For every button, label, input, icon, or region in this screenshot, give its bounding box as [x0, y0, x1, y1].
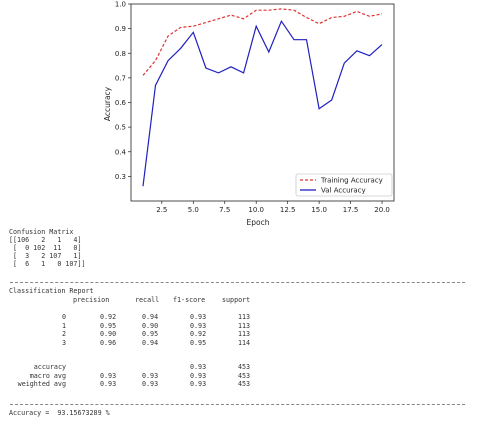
confusion-row: [ 0 102 11 0] — [9, 244, 82, 252]
confusion-row: [ 6 1 0 107]] — [9, 260, 86, 268]
report-summary-row: macro avg 0.93 0.93 0.93 453 — [0, 371, 477, 381]
legend-box — [295, 173, 393, 197]
cell-f1: 0.93 — [190, 380, 207, 389]
y-axis-label: Accuracy — [103, 86, 112, 121]
separator-bottom — [10, 404, 465, 405]
cell-recall: 0.95 — [142, 330, 159, 339]
confusion-row: [[106 2 1 4] — [9, 236, 82, 244]
cell-f1: 0.93 — [190, 371, 207, 380]
training-accuracy-line — [142, 8, 383, 76]
y-tick-label: 0.7 — [115, 74, 126, 82]
accuracy-chart: 2.5 5.0 7.5 10.0 12.5 15.0 17.5 20.0 0.3 0.4 0.5 0.… — [103, 1, 395, 227]
x-tick-label: 10.0 — [248, 206, 264, 214]
x-tick-label: 17.5 — [343, 206, 359, 214]
cell-f1: 0.95 — [190, 338, 207, 347]
row-label: 0 — [61, 313, 66, 321]
report-summary-row: weighted avg 0.93 0.93 0.93 453 — [0, 380, 477, 389]
x-tick-label: 15.0 — [311, 206, 327, 214]
cell-support: 113 — [238, 330, 251, 339]
cell-f1: 0.93 — [190, 363, 207, 371]
report-class-row: 1 0.95 0.90 0.93 113 — [0, 321, 477, 331]
legend-training-label: Training Accuracy — [320, 177, 383, 185]
header-support: support — [222, 296, 251, 304]
cell-recall: 0.94 — [142, 338, 159, 347]
report-title: Classification Report — [9, 287, 94, 295]
row-label: weighted avg — [17, 380, 66, 389]
cell-precision: 0.93 — [100, 371, 117, 380]
y-tick-label: 0.5 — [115, 124, 126, 132]
x-tick-label: 7.5 — [219, 206, 230, 214]
cell-support: 453 — [238, 371, 251, 380]
y-tick-label: 0.4 — [115, 148, 127, 156]
report-class-row: 0 0.92 0.94 0.93 113 — [0, 313, 477, 322]
row-label: 3 — [61, 338, 66, 347]
cell-f1: 0.92 — [190, 330, 207, 339]
legend-val-label: Val Accuracy — [321, 187, 366, 195]
x-tick-label: 20.0 — [374, 206, 390, 214]
cell-support: 113 — [238, 313, 251, 321]
confusion-row: [ 3 2 107 1] — [9, 252, 82, 260]
y-tick-label: 0.3 — [115, 173, 126, 181]
x-axis-label: Epoch — [247, 218, 270, 227]
header-recall: recall — [135, 296, 160, 304]
cell-precision: 0.93 — [100, 380, 117, 389]
cell-precision: 0.92 — [100, 313, 117, 321]
row-label: 2 — [61, 330, 66, 339]
report-class-row: 2 0.90 0.95 0.92 113 — [0, 330, 477, 339]
cell-precision: 0.95 — [100, 321, 117, 330]
cell-f1: 0.93 — [190, 321, 207, 330]
report-class-row: 3 0.96 0.94 0.95 114 — [0, 338, 477, 348]
cell-support: 114 — [238, 338, 251, 347]
cell-support: 453 — [238, 380, 251, 389]
confusion-title: Confusion Matrix — [9, 228, 74, 236]
y-tick-label: 0.6 — [115, 99, 127, 107]
separator-top — [10, 282, 465, 283]
cell-recall: 0.93 — [142, 380, 159, 389]
cell-support: 113 — [238, 321, 251, 330]
y-tick-label: 1.0 — [115, 1, 126, 9]
cell-recall: 0.90 — [142, 321, 159, 330]
cell-f1: 0.93 — [190, 313, 207, 321]
cell-precision: 0.96 — [100, 338, 117, 347]
accuracy-result: Accuracy = 93.15673289 % — [9, 409, 110, 417]
y-tick-label: 0.8 — [115, 50, 126, 58]
val-accuracy-line — [142, 19, 383, 187]
x-tick-label: 2.5 — [156, 206, 167, 214]
x-tick-label: 12.5 — [280, 206, 296, 214]
x-tick-label: 5.0 — [188, 206, 199, 214]
row-label: 1 — [61, 321, 66, 330]
row-label: macro avg — [29, 371, 66, 380]
cell-precision: 0.90 — [100, 330, 117, 339]
header-f1: f1-score — [173, 296, 206, 304]
report-summary-row: accuracy 0.93 453 — [0, 363, 477, 372]
y-tick-label: 0.9 — [115, 25, 126, 33]
cell-recall: 0.94 — [142, 313, 159, 321]
row-label: accuracy — [33, 363, 66, 371]
plot-frame — [130, 3, 395, 202]
cell-recall: 0.93 — [142, 371, 159, 380]
legend: Training Accuracy Val Accuracy — [295, 173, 393, 197]
report-header-row: precision recall f1-score support — [0, 296, 477, 305]
header-precision: precision — [73, 296, 110, 304]
cell-support: 453 — [238, 363, 251, 371]
